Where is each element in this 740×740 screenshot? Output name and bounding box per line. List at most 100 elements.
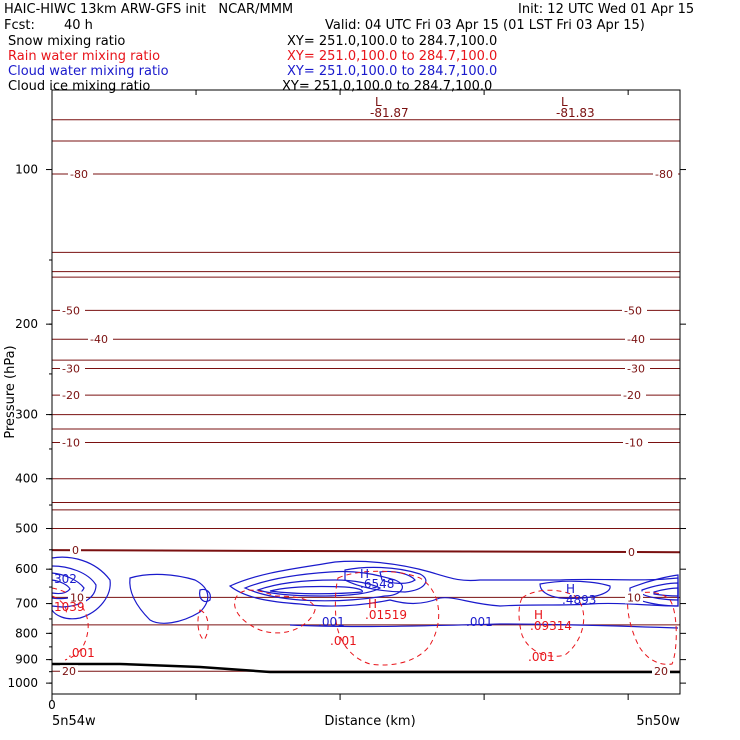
- isotherm-label: -40: [627, 333, 645, 346]
- isotherm-label: 20: [62, 665, 76, 678]
- x-axis-title: Distance (km): [324, 714, 415, 729]
- cloud-value-label: 302: [54, 572, 77, 586]
- isotherm-label: 20: [654, 665, 668, 678]
- y-tick-label: 700: [15, 597, 38, 611]
- isotherm-label: -50: [624, 304, 642, 317]
- isotherm-label: -80: [70, 168, 88, 181]
- isotherm-label: -10: [62, 437, 80, 450]
- plot-frame: [51, 89, 681, 695]
- x-endpoint-left: 5n54w: [52, 714, 96, 729]
- isotherm-label-bg: [625, 362, 650, 375]
- cloud-water-contour: [289, 623, 679, 629]
- isotherm-label-bg: [622, 304, 647, 317]
- cloud-water-contour: [129, 573, 209, 624]
- isotherm-label-bg: [652, 665, 670, 678]
- y-tick-label: 800: [15, 626, 38, 640]
- rain-max-value: .01519: [365, 608, 407, 622]
- isotherm-layer: [51, 119, 681, 672]
- min-value: -81.83: [556, 106, 595, 120]
- rain-max-marker: H: [368, 597, 377, 611]
- field-name-snow: Snow mixing ratio: [8, 34, 126, 49]
- isotherm-label: 0: [628, 546, 635, 559]
- isotherm-label-bg: [68, 167, 93, 180]
- isotherm-label: -20: [623, 389, 641, 402]
- y-tick-label: 600: [15, 562, 38, 576]
- y-tick-label: 1000: [7, 676, 38, 690]
- cloud-water-contour: [243, 570, 403, 602]
- isotherm-label-bg: [625, 591, 643, 604]
- rain-max-marker: H: [534, 608, 543, 622]
- isotherm-label-bg: [653, 167, 678, 180]
- cloud-water-contour: [199, 588, 211, 603]
- isotherm-label: -30: [62, 363, 80, 376]
- rain-max-value: .09314: [530, 619, 572, 633]
- isotherm-label: -10: [625, 437, 643, 450]
- y-axis-title: Pressure (hPa): [3, 345, 18, 438]
- isotherm-label: -40: [90, 333, 108, 346]
- isotherm-label: 0: [72, 544, 79, 557]
- isotherm-label-bg: [621, 389, 646, 402]
- forecast-hours: 40 h: [64, 18, 93, 33]
- valid-time: Valid: 04 UTC Fri 03 Apr 15 (01 LST Fri …: [325, 18, 645, 33]
- field-annotations: L -81.87 L -81.83 302 1039 .001 H .6548 …: [54, 95, 596, 664]
- field-xy-rain: XY= 251.0,100.0 to 284.7,100.0: [287, 49, 498, 64]
- y-tick-label: 200: [15, 317, 38, 331]
- cloud-water-contour: [539, 580, 611, 599]
- cloud-max-value: .6548: [360, 577, 394, 591]
- rain-water-contour: [51, 595, 67, 615]
- cloud-water-contour: [51, 579, 71, 595]
- isotherm-label-bg: [60, 304, 85, 317]
- rain-water-contour: [627, 591, 677, 665]
- init-time: Init: 12 UTC Wed 01 Apr 15: [518, 2, 695, 17]
- rain-value-label: .001: [330, 634, 357, 648]
- isotherm-label-bg: [88, 333, 113, 346]
- rain-water-contour: [197, 609, 209, 641]
- cloud-max-value: .4893: [562, 593, 596, 607]
- isotherm-label: 10: [627, 591, 641, 604]
- field-xy-snow: XY= 251.0,100.0 to 284.7,100.0: [287, 34, 498, 49]
- isotherm-label-bg: [60, 362, 85, 375]
- isotherm-label-bg: [60, 436, 85, 449]
- cloud-value-label: .001: [466, 615, 493, 629]
- isotherm-labels: -80 -80 -50 -50 -40 -40 -30 -30 -20 -20 -10 -10 0 0 10…: [60, 167, 678, 678]
- cloud-water-contour: [51, 556, 111, 620]
- cloud-water-contour: [344, 566, 427, 593]
- cloud-water-contour: [228, 560, 679, 607]
- isotherm-label-bg: [70, 544, 81, 557]
- isotherm-line: [51, 549, 681, 554]
- y-tick-label: 400: [15, 472, 38, 486]
- isotherm-label-bg: [60, 389, 85, 402]
- min-label: L: [375, 95, 382, 109]
- isotherm-label-bg: [68, 591, 86, 604]
- isotherm-label: 10: [70, 591, 84, 604]
- cloud-max-marker: H: [566, 582, 575, 596]
- min-value: -81.87: [370, 106, 409, 120]
- y-tick-label: 300: [15, 408, 38, 422]
- cloud-water-contour: [641, 582, 679, 601]
- cloud-water-contours: [51, 556, 679, 629]
- isotherm-label: -50: [62, 304, 80, 317]
- isotherm-label-bg: [625, 333, 650, 346]
- isotherm-label: -80: [655, 168, 673, 181]
- isotherm-label-bg: [60, 665, 78, 678]
- min-label: L: [561, 95, 568, 109]
- terrain-line: [52, 662, 680, 674]
- cloud-water-contour: [51, 565, 97, 608]
- y-tick-label: 100: [15, 163, 38, 177]
- x-tick-label-0: 0: [48, 698, 56, 712]
- cloud-water-contour: [269, 585, 363, 595]
- field-xy-cloud-water: XY= 251.0,100.0 to 284.7,100.0: [287, 64, 498, 79]
- isotherm-label: -30: [627, 363, 645, 376]
- field-name-rain: Rain water mixing ratio: [8, 49, 161, 64]
- chart-title: HAIC-HIWC 13km ARW-GFS init NCAR/MMM: [4, 2, 294, 17]
- cloud-water-contour: [51, 572, 85, 600]
- cloud-max-marker: H: [360, 567, 369, 581]
- rain-value-label: 1039: [54, 600, 85, 614]
- y-tick-label: 900: [15, 653, 38, 667]
- field-name-cloud-water: Cloud water mixing ratio: [8, 64, 169, 79]
- isotherm-label-bg: [623, 436, 648, 449]
- x-endpoint-right: 5n50w: [636, 714, 680, 729]
- rain-water-contour: [334, 570, 440, 666]
